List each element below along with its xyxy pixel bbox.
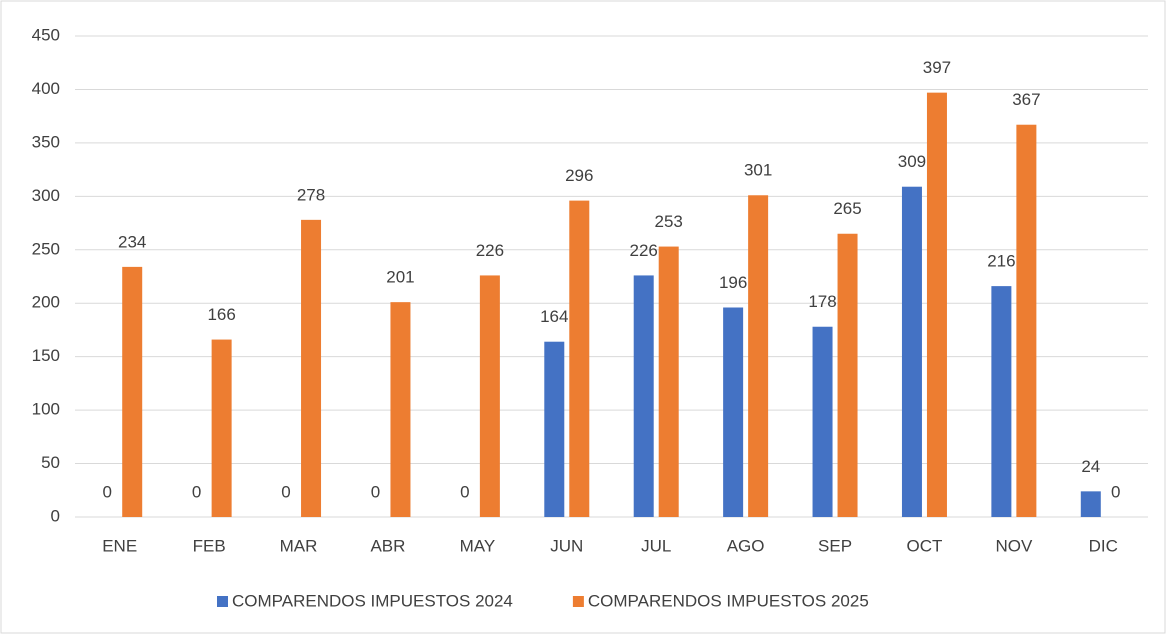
bar xyxy=(569,200,590,517)
y-tick-label: 300 xyxy=(32,186,60,205)
bar xyxy=(122,266,143,517)
bar xyxy=(1080,491,1101,517)
data-label: 24 xyxy=(1081,457,1100,476)
bar xyxy=(544,341,565,517)
data-label: 166 xyxy=(207,305,235,324)
data-label: 226 xyxy=(630,241,658,260)
data-label: 253 xyxy=(655,212,683,231)
bar xyxy=(390,302,411,517)
y-tick-label: 100 xyxy=(32,400,60,419)
data-label: 301 xyxy=(744,161,772,180)
bar xyxy=(991,286,1012,517)
y-tick-label: 450 xyxy=(32,25,60,44)
data-label: 0 xyxy=(460,482,469,501)
bar xyxy=(1016,124,1037,518)
x-tick-label: SEP xyxy=(818,536,852,555)
data-label: 0 xyxy=(192,482,201,501)
legend-swatch xyxy=(572,596,584,607)
data-label: 265 xyxy=(833,199,861,218)
bar xyxy=(748,195,769,517)
x-tick-label: NOV xyxy=(995,536,1033,555)
y-tick-label: 250 xyxy=(32,239,60,258)
data-label: 234 xyxy=(118,232,146,251)
data-label: 226 xyxy=(476,241,504,260)
data-label: 164 xyxy=(540,307,568,326)
data-label: 296 xyxy=(565,166,593,185)
data-label: 278 xyxy=(297,185,325,204)
bar xyxy=(211,339,232,517)
bar xyxy=(658,246,679,517)
data-label: 0 xyxy=(102,482,111,501)
data-label: 0 xyxy=(281,482,290,501)
x-tick-label: AGO xyxy=(727,536,765,555)
bar xyxy=(837,233,858,517)
x-tick-label: FEB xyxy=(193,536,226,555)
x-tick-label: OCT xyxy=(907,536,943,555)
data-label: 309 xyxy=(898,152,926,171)
bar xyxy=(812,326,833,517)
data-label: 0 xyxy=(371,482,380,501)
data-label: 196 xyxy=(719,273,747,292)
y-tick-label: 150 xyxy=(32,346,60,365)
legend-label: COMPARENDOS IMPUESTOS 2024 xyxy=(232,591,513,610)
x-tick-label: ENE xyxy=(102,536,137,555)
data-label: 216 xyxy=(987,252,1015,271)
x-tick-label: MAR xyxy=(280,536,318,555)
data-label: 201 xyxy=(386,268,414,287)
y-tick-label: 50 xyxy=(41,453,60,472)
y-tick-label: 400 xyxy=(32,79,60,98)
x-tick-label: MAY xyxy=(460,536,496,555)
bar xyxy=(901,186,922,518)
legend-label: COMPARENDOS IMPUESTOS 2025 xyxy=(588,591,869,610)
x-tick-label: JUN xyxy=(550,536,583,555)
y-tick-label: 0 xyxy=(51,506,60,525)
bar xyxy=(301,219,322,518)
bar xyxy=(723,307,744,517)
legend-swatch xyxy=(217,596,228,607)
data-label: 0 xyxy=(1111,482,1120,501)
x-tick-label: JUL xyxy=(641,536,671,555)
bar xyxy=(479,275,500,517)
data-label: 397 xyxy=(923,58,951,77)
x-tick-label: ABR xyxy=(370,536,405,555)
y-tick-label: 200 xyxy=(32,293,60,312)
bar xyxy=(926,92,947,517)
bar xyxy=(633,275,654,517)
y-tick-label: 350 xyxy=(32,132,60,151)
x-tick-label: DIC xyxy=(1089,536,1118,555)
data-label: 178 xyxy=(808,292,836,311)
data-label: 367 xyxy=(1012,90,1040,109)
